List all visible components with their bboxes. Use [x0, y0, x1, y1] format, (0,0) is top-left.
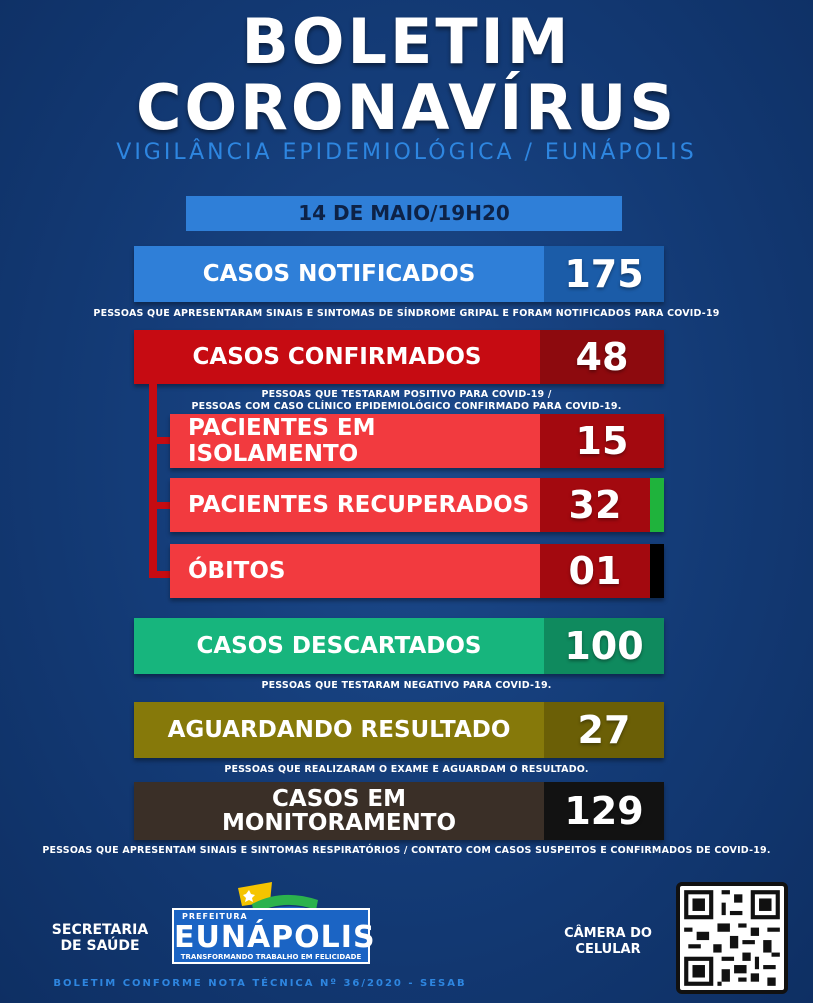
recovered-tick	[650, 478, 664, 532]
camera-label: CÂMERA DO CELULAR	[548, 926, 668, 958]
row-descartados: CASOS DESCARTADOS 100	[134, 618, 664, 674]
label-monitoramento-line1: CASOS EM	[272, 786, 406, 812]
value-confirmados: 48	[540, 330, 664, 384]
label-aguardando: AGUARDANDO RESULTADO	[134, 702, 544, 758]
label-recuperados: PACIENTES RECUPERADOS	[170, 478, 540, 532]
secretaria-label: SECRETARIA DE SAÚDE	[40, 922, 160, 954]
row-notificados: CASOS NOTIFICADOS 175	[134, 246, 664, 302]
label-monitoramento: CASOS EM MONITORAMENTO	[134, 782, 544, 840]
note-monitoramento: PESSOAS QUE APRESENTAM SINAIS E SINTOMAS…	[42, 845, 771, 856]
note-aguardando: PESSOAS QUE REALIZARAM O EXAME E AGUARDA…	[224, 764, 589, 775]
value-recuperados: 32	[540, 478, 650, 532]
label-monitoramento-line2: MONITORAMENTO	[221, 810, 457, 836]
value-obitos: 01	[540, 544, 650, 598]
logo-slogan: TRANSFORMANDO TRABALHO EM FELICIDADE	[180, 953, 362, 961]
logo-name: EUNÁPOLIS	[174, 920, 376, 955]
row-obitos: ÓBITOS 01	[170, 544, 664, 598]
value-descartados: 100	[544, 618, 664, 674]
secretaria-line2: DE SAÚDE	[60, 938, 140, 954]
bracket-arm-isolamento	[149, 437, 173, 444]
title-line-1: BOLETIM	[241, 5, 572, 78]
bracket-arm-obitos	[149, 571, 173, 578]
logo-prefix: PREFEITURA	[182, 912, 248, 921]
bracket-arm-recuperados	[149, 502, 173, 509]
note-descartados: PESSOAS QUE TESTARAM NEGATIVO PARA COVID…	[261, 680, 552, 691]
value-notificados: 175	[544, 246, 664, 302]
note-notificados: PESSOAS QUE APRESENTARAM SINAIS E SINTOM…	[93, 308, 720, 319]
subtitle: VIGILÂNCIA EPIDEMIOLÓGICA / EUNÁPOLIS	[116, 140, 697, 165]
row-aguardando: AGUARDANDO RESULTADO 27	[134, 702, 664, 758]
eunapolis-logo: PREFEITURA EUNÁPOLIS TRANSFORMANDO TRABA…	[172, 908, 376, 964]
qr-code-graphic	[684, 890, 780, 986]
bracket-line	[149, 382, 157, 578]
label-obitos: ÓBITOS	[170, 544, 540, 598]
value-aguardando: 27	[544, 702, 664, 758]
label-notificados: CASOS NOTIFICADOS	[134, 246, 544, 302]
row-recuperados: PACIENTES RECUPERADOS 32	[170, 478, 664, 532]
note-confirmados-line2: PESSOAS COM CASO CLÍNICO EPIDEMIOLÓGICO …	[191, 401, 622, 412]
row-confirmados: CASOS CONFIRMADOS 48	[134, 330, 664, 384]
label-isolamento: PACIENTES EM ISOLAMENTO	[170, 414, 540, 468]
note-confirmados-line1: PESSOAS QUE TESTARAM POSITIVO PARA COVID…	[261, 389, 552, 400]
camera-line1: CÂMERA DO	[564, 926, 652, 941]
title-line-2: CORONAVÍRUS	[135, 71, 678, 144]
qr-code-icon	[676, 882, 788, 994]
death-tick	[650, 544, 664, 598]
row-isolamento: PACIENTES EM ISOLAMENTO 15	[170, 414, 664, 468]
camera-line2: CELULAR	[575, 942, 641, 957]
row-monitoramento: CASOS EM MONITORAMENTO 129	[134, 782, 664, 840]
secretaria-line1: SECRETARIA	[51, 922, 149, 938]
value-isolamento: 15	[540, 414, 664, 468]
value-monitoramento: 129	[544, 782, 664, 840]
label-confirmados: CASOS CONFIRMADOS	[134, 330, 540, 384]
label-descartados: CASOS DESCARTADOS	[134, 618, 544, 674]
date-banner: 14 DE MAIO/19H20	[186, 196, 622, 231]
footnote: BOLETIM CONFORME NOTA TÉCNICA Nº 36/2020…	[53, 978, 467, 989]
